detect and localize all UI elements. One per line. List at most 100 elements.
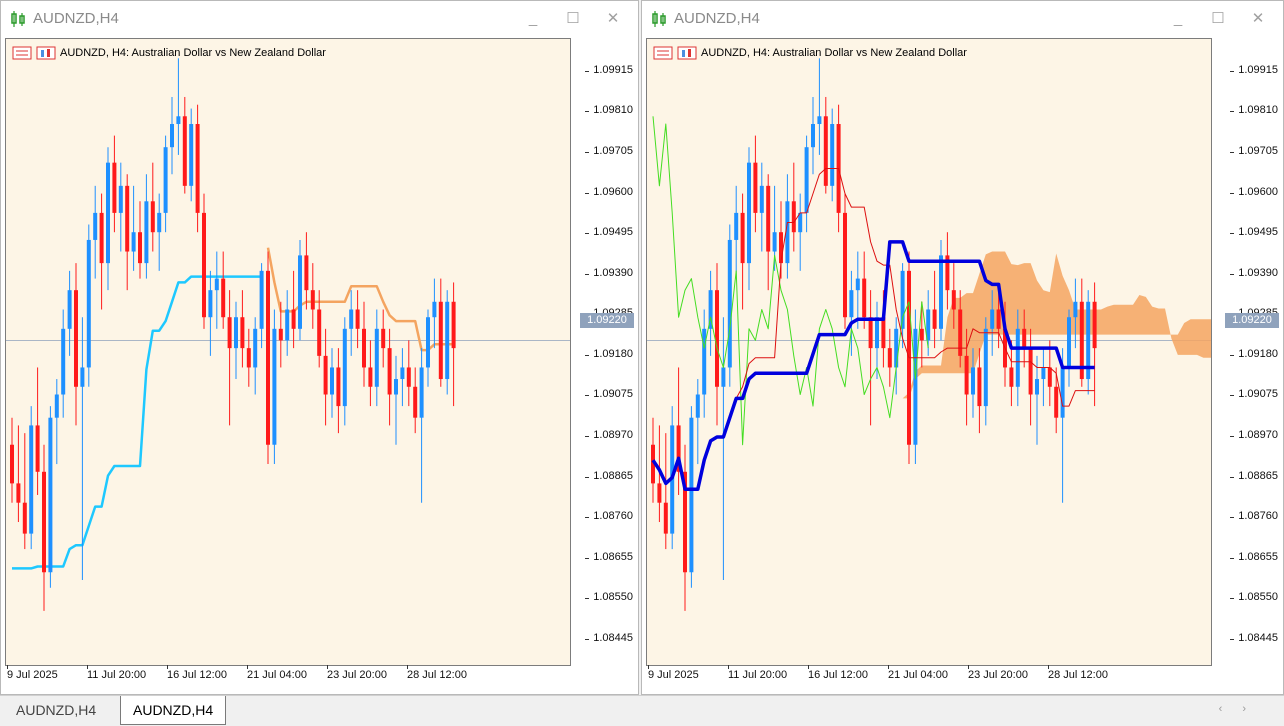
candle-body — [753, 162, 758, 213]
candle-body — [54, 394, 59, 418]
chart-window-left[interactable]: AUDNZD,H4 _ ☐ ✕ AUDNZD, H4: Australian D… — [0, 0, 639, 695]
candle-body — [1047, 367, 1052, 387]
candle-body — [93, 212, 98, 240]
trade-panel-icon[interactable] — [12, 46, 32, 60]
candle-body — [715, 290, 719, 387]
time-axis[interactable]: 9 Jul 2025 11 Jul 20:00 16 Jul 12:00 21 Jul… — [5, 665, 571, 692]
window-titlebar[interactable]: AUDNZD,H4 _ ☐ ✕ — [642, 1, 1283, 37]
candle-body — [1086, 301, 1091, 380]
maximize-button[interactable]: ☐ — [1211, 10, 1225, 27]
depth-of-market-icon[interactable] — [677, 46, 697, 60]
price-tick-label: 1.08445 — [1230, 631, 1278, 644]
candle-body — [150, 201, 155, 233]
candle-body — [1009, 367, 1014, 387]
candle-body — [977, 367, 982, 407]
price-tick-label: 1.09180 — [585, 347, 633, 360]
minimize-button[interactable]: _ — [1173, 10, 1183, 27]
price-tick-label: 1.09810 — [1230, 104, 1278, 117]
price-tick-label: 1.09600 — [585, 185, 633, 198]
candle-body — [868, 317, 873, 349]
candle-body — [894, 328, 899, 368]
candle-body — [772, 232, 777, 252]
price-scale[interactable]: 1.09915 1.09810 1.09705 1.09600 1.09495 1.093… — [1211, 38, 1283, 666]
candle-body — [74, 290, 78, 387]
chart-window-right[interactable]: AUDNZD,H4 _ ☐ ✕ AUDNZD, H4: Australian D… — [641, 0, 1284, 695]
chart-symbol-description: AUDNZD, H4: Australian Dollar vs New Zea… — [701, 47, 967, 59]
candle-body — [278, 328, 283, 341]
candle-body — [683, 471, 687, 573]
time-tick-label: 11 Jul 20:00 — [728, 665, 788, 681]
price-tick-label: 1.09810 — [585, 104, 633, 117]
candle-body — [298, 255, 302, 329]
chart-area[interactable]: AUDNZD, H4: Australian Dollar vs New Zea… — [646, 38, 1212, 666]
candle-body — [721, 367, 726, 387]
time-tick-label: 21 Jul 04:00 — [247, 665, 307, 681]
maximize-button[interactable]: ☐ — [566, 10, 580, 27]
candle-body — [48, 417, 53, 573]
price-tick-label: 1.09705 — [585, 144, 633, 157]
price-chart[interactable] — [647, 39, 1211, 665]
candle-body — [887, 348, 892, 368]
candle-body — [266, 270, 270, 445]
candle-body — [939, 255, 943, 329]
candle-body — [67, 290, 72, 329]
candle-body — [182, 116, 187, 186]
minimize-button[interactable]: _ — [528, 10, 538, 27]
candle-body — [958, 309, 963, 356]
candle-body — [990, 309, 995, 329]
tab-scroll-arrows[interactable]: ‹› — [1218, 703, 1266, 715]
chikou-span-line — [652, 116, 929, 446]
chart-area[interactable]: AUDNZD, H4: Australian Dollar vs New Zea… — [5, 38, 571, 666]
candle-body — [657, 483, 662, 503]
candle-body — [355, 309, 360, 329]
price-tick-label: 1.09915 — [1230, 63, 1278, 76]
depth-of-market-icon[interactable] — [36, 46, 56, 60]
time-tick-label: 11 Jul 20:00 — [87, 665, 147, 681]
candle-body — [419, 367, 424, 418]
current-price-label: 1.09220 — [580, 313, 634, 328]
price-scale[interactable]: 1.09915 1.09810 1.09705 1.09600 1.09495 1.093… — [566, 38, 638, 666]
candle-body — [1079, 301, 1084, 380]
tab-chart-1[interactable]: AUDNZD,H4 — [16, 702, 97, 718]
candle-body — [983, 328, 988, 407]
candle-body — [996, 309, 1001, 329]
window-titlebar[interactable]: AUDNZD,H4 _ ☐ ✕ — [1, 1, 638, 37]
candle-body — [791, 201, 796, 233]
price-tick-label: 1.09075 — [585, 388, 633, 401]
tab-chart-2[interactable]: AUDNZD,H4 — [120, 696, 227, 725]
candle-body — [843, 212, 847, 318]
time-tick-label: 28 Jul 12:00 — [407, 665, 467, 681]
candle-body — [727, 239, 732, 368]
candle-body — [22, 502, 27, 534]
chart-header: AUDNZD, H4: Australian Dollar vs New Zea… — [12, 46, 326, 60]
trade-panel-icon[interactable] — [653, 46, 673, 60]
candle-body — [817, 116, 822, 125]
close-button[interactable]: ✕ — [1251, 10, 1265, 27]
time-axis[interactable]: 9 Jul 2025 11 Jul 20:00 16 Jul 12:00 21 Jul… — [646, 665, 1212, 692]
close-button[interactable]: ✕ — [606, 10, 620, 27]
candle-body — [695, 394, 700, 418]
candle-body — [426, 317, 430, 368]
candle-body — [176, 116, 181, 125]
candle-body — [1022, 328, 1027, 349]
current-price-label: 1.09220 — [1225, 313, 1279, 328]
price-tick-label: 1.09915 — [585, 63, 633, 76]
price-tick-label: 1.08865 — [1230, 469, 1278, 482]
price-chart[interactable] — [6, 39, 570, 665]
price-tick-label: 1.09705 — [1230, 144, 1278, 157]
candle-body — [1028, 348, 1033, 395]
price-tick-label: 1.08655 — [1230, 550, 1278, 563]
candle-body — [1054, 386, 1059, 418]
candle-body — [99, 212, 104, 264]
candle-body — [330, 367, 334, 395]
candle-body — [945, 255, 950, 291]
candle-body — [1041, 367, 1046, 380]
candle-body — [118, 185, 123, 213]
candle-body — [785, 201, 790, 264]
window-title: AUDNZD,H4 — [33, 10, 119, 27]
candle-body — [913, 328, 918, 445]
candle-body — [919, 328, 924, 341]
candle-body — [310, 290, 315, 310]
candle-body — [285, 309, 290, 341]
candle-body — [900, 270, 905, 329]
